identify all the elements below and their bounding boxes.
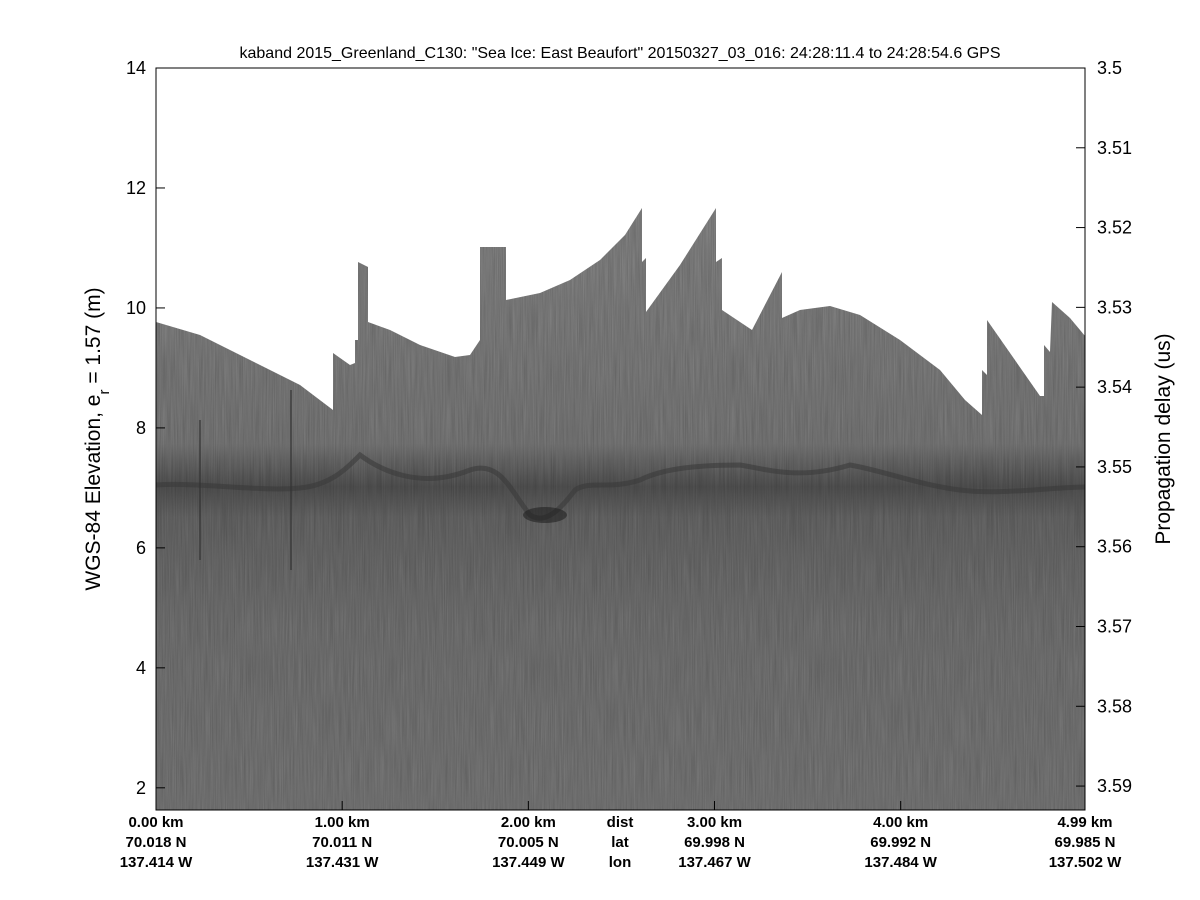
x-tick-label: 4.00 km (873, 814, 928, 831)
y2-tick-label: 3.53 (1097, 297, 1132, 317)
x-tick-lon: 137.431 W (306, 854, 379, 871)
y2-axis-label: Propagation delay (us) (1152, 333, 1175, 544)
y2-tick-label: 3.55 (1097, 457, 1132, 477)
row-label: dist (607, 814, 634, 831)
x-tick-label: 0.00 km (128, 814, 183, 831)
x-tick-lat: 70.005 N (498, 834, 559, 851)
row-label: lat (611, 834, 629, 851)
y-tick-label: 10 (126, 298, 146, 318)
y2-tick-label: 3.59 (1097, 776, 1132, 796)
y2-tick-label: 3.58 (1097, 696, 1132, 716)
x-tick-lat: 70.011 N (312, 834, 372, 851)
y2-tick-label: 3.51 (1097, 138, 1132, 158)
y-tick-label: 2 (136, 778, 146, 798)
x-tick-label: 1.00 km (315, 814, 370, 831)
x-tick-lon: 137.414 W (120, 854, 193, 871)
ice-return-blob (523, 507, 567, 523)
y2-tick-label: 3.5 (1097, 58, 1122, 78)
y-label-suffix: = 1.57 (m) (82, 287, 105, 389)
x-tick-label: 4.99 km (1057, 814, 1112, 831)
chart-title: kaband 2015_Greenland_C130: "Sea Ice: Ea… (240, 45, 1001, 62)
x-tick-lon: 137.502 W (1049, 854, 1122, 871)
x-tick-lon: 137.449 W (492, 854, 565, 871)
y-tick-label: 14 (126, 58, 146, 78)
x-tick-lon: 137.467 W (678, 854, 751, 871)
y-tick-label: 12 (126, 178, 146, 198)
y-tick-label: 8 (136, 418, 146, 438)
y-axis-label: WGS-84 Elevation, er = 1.57 (m) (82, 287, 113, 590)
x-tick-lat: 69.992 N (870, 834, 931, 851)
y-label-sub: r (96, 390, 113, 395)
x-tick-lat: 69.998 N (684, 834, 745, 851)
ice-return (155, 451, 1086, 521)
axes-box (155, 67, 1086, 811)
x-tick-lat: 69.985 N (1055, 834, 1116, 851)
y2-tick-label: 3.54 (1097, 377, 1132, 397)
echogram-texture (156, 208, 1085, 810)
y2-tick-label: 3.52 (1097, 218, 1132, 238)
y-tick-label: 6 (136, 538, 146, 558)
echogram-image (155, 208, 1086, 810)
y-label-main: WGS-84 Elevation, e (82, 395, 105, 591)
row-label: lon (609, 854, 632, 871)
y2-tick-label: 3.56 (1097, 537, 1132, 557)
y2-tick-label: 3.57 (1097, 616, 1132, 636)
y-tick-label: 4 (136, 658, 146, 678)
x-tick-lat: 70.018 N (126, 834, 187, 851)
x-tick-lon: 137.484 W (864, 854, 937, 871)
x-tick-label: 3.00 km (687, 814, 742, 831)
x-tick-label: 2.00 km (501, 814, 556, 831)
